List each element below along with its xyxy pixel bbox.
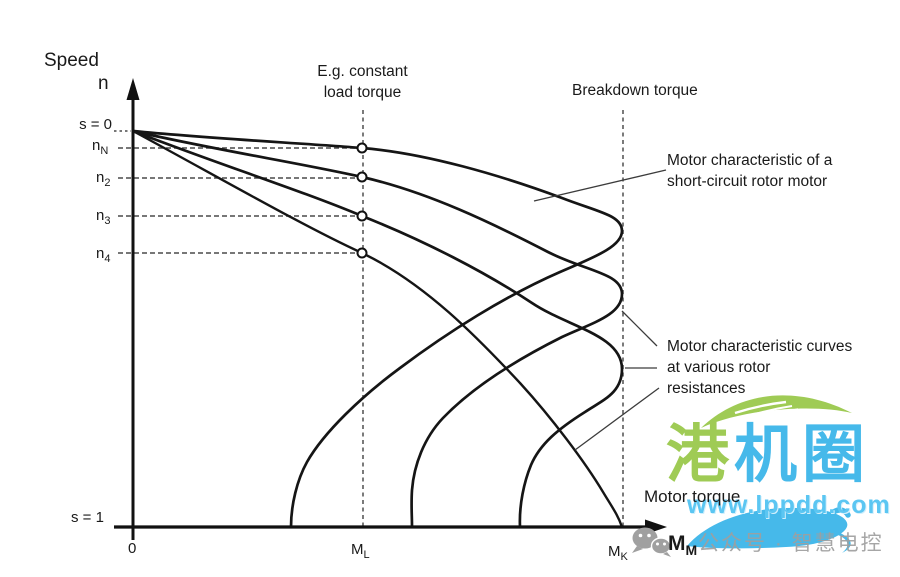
s0-label: s = 0 [79, 116, 112, 133]
y-axis-arrow-icon [126, 78, 140, 100]
operating-point-n4 [356, 247, 368, 259]
tick-ML-base: M [351, 541, 364, 558]
watermark-url: www.lppdd.com [687, 491, 891, 519]
various-line3: resistances [667, 380, 746, 397]
s1-label: s = 1 [71, 509, 104, 526]
annotation-breakdown-torque: Breakdown torque [572, 82, 698, 99]
wave-curl-icon [795, 513, 817, 536]
natural-line1: Motor characteristic of a [667, 152, 833, 169]
tick-n2-base: n [96, 169, 105, 186]
tick-ML-sub: L [363, 549, 370, 561]
wechat-icon [632, 527, 672, 557]
curve-rotor-resistance-3 [131, 129, 624, 529]
y-axis-symbol: n [98, 73, 109, 94]
operating-point-n2 [356, 171, 368, 183]
tick-n4-base: n [96, 245, 105, 262]
tick-n3: n3 [96, 207, 111, 227]
leader-curve-2 [621, 310, 658, 347]
load-torque-line2: load torque [323, 84, 402, 101]
leader-natural-curve [533, 169, 667, 202]
tick-n3-sub: 3 [104, 215, 111, 227]
leaf-streak-icon [734, 400, 787, 415]
tick-n3-base: n [96, 207, 105, 224]
watermark-leaf-swoosh-icon [701, 395, 852, 428]
tick-nN: nN [92, 137, 109, 157]
tick-MK-base: M [608, 543, 621, 560]
leaf-streak-icon [767, 408, 799, 417]
tick-ML: ML [351, 541, 370, 561]
operating-point-nN [356, 142, 368, 154]
wave-tail-icon [833, 532, 851, 553]
tick-nN-sub: N [100, 145, 109, 157]
tick-n2: n2 [96, 169, 111, 189]
watermark-brand: 港机圈 [666, 424, 870, 487]
load-torque-line1: E.g. constant [317, 63, 408, 80]
natural-line2: short-circuit rotor motor [667, 173, 828, 190]
tick-MK-sub: K [620, 551, 628, 563]
annotation-natural-curve: Motor characteristic of a short-circuit … [667, 150, 832, 192]
tick-n2-sub: 2 [104, 177, 111, 189]
annotation-various-resistances: Motor characteristic curves at various r… [667, 336, 852, 399]
x-axis-title: Motor torque [644, 487, 741, 506]
various-line2: at various rotor [667, 359, 771, 376]
tick-MK: MK [608, 543, 628, 563]
y-axis-title: Speed [44, 50, 99, 71]
tick-nN-base: n [92, 137, 101, 154]
watermark-caption: 公众号 · 智慧电控 [698, 532, 884, 555]
origin-label: 0 [128, 540, 137, 557]
tick-n4: n4 [96, 245, 111, 265]
curve-rotor-resistance-2 [131, 129, 624, 529]
operating-point-n3 [356, 210, 368, 222]
tick-n4-sub: 4 [104, 253, 111, 265]
watermark-brand-chars: 机圈 [734, 420, 870, 490]
curve-rotor-resistance-4 [131, 129, 624, 529]
curve-natural-short-circuit-rotor [131, 129, 624, 529]
x-symbol-sub: M [685, 542, 698, 559]
leaf-streak-icon [751, 405, 793, 416]
x-axis-symbol: MM [668, 532, 698, 559]
various-line1: Motor characteristic curves [667, 338, 853, 355]
x-symbol-base: M [668, 532, 686, 555]
watermark-brand-char1: 港 [666, 420, 734, 490]
leader-curve-4 [574, 387, 660, 451]
wave-curl-icon [827, 507, 851, 532]
annotation-load-torque: E.g. constant load torque [285, 61, 440, 103]
